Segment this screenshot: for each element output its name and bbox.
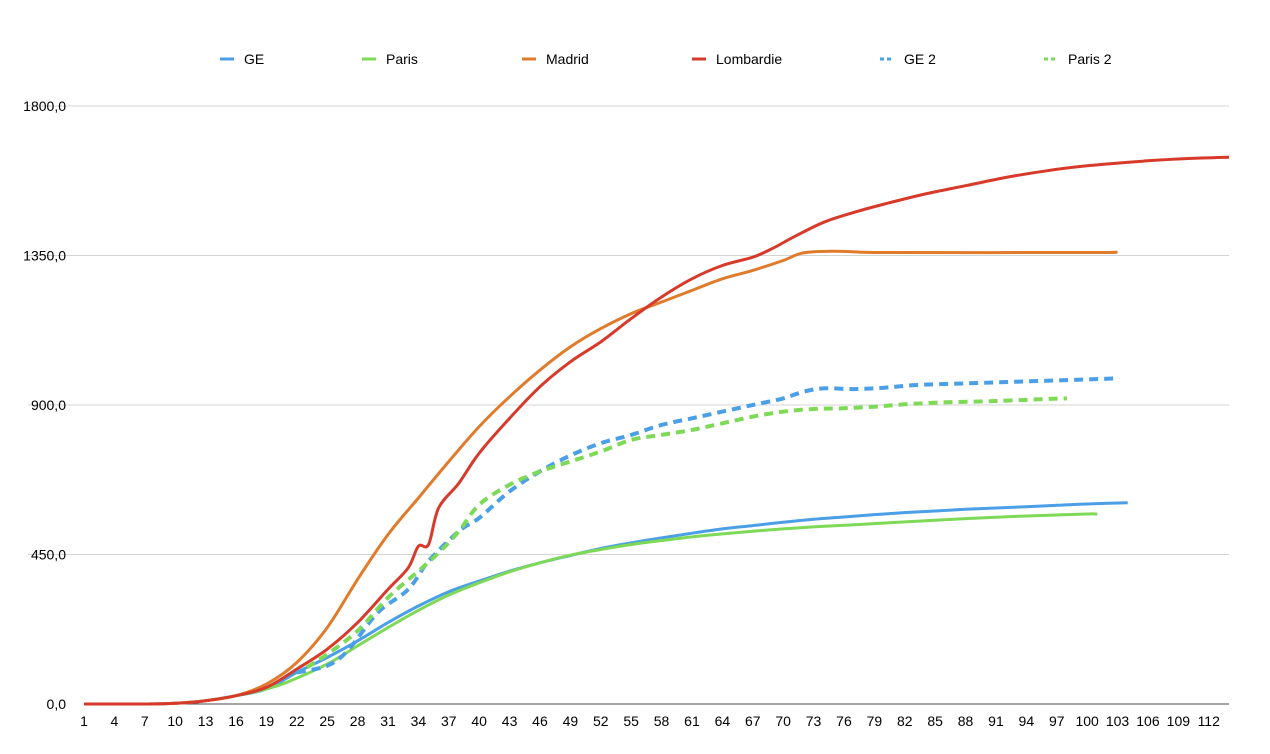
y-tick-label: 0,0 — [47, 696, 67, 712]
x-tick-label: 88 — [958, 713, 974, 729]
chart-series — [83, 155, 1230, 706]
x-tick-label: 76 — [836, 713, 852, 729]
x-tick-label: 67 — [745, 713, 761, 729]
legend-label: Paris 2 — [1068, 51, 1112, 67]
x-tick-label: 70 — [775, 713, 791, 729]
legend-label: GE — [244, 51, 264, 67]
x-tick-label: 94 — [1019, 713, 1035, 729]
series-line-lombardie — [83, 155, 1230, 706]
legend-label: Madrid — [546, 51, 589, 67]
x-tick-label: 112 — [1198, 713, 1221, 729]
legend-label: GE 2 — [904, 51, 936, 67]
series-line-paris — [175, 512, 1098, 705]
series-line-ge-2 — [296, 376, 1118, 675]
x-tick-label: 61 — [684, 713, 700, 729]
x-tick-label: 52 — [593, 713, 609, 729]
x-tick-label: 55 — [623, 713, 639, 729]
y-axis-tick-labels: 0,0 450,0 900,0 1350,0 1800,0 — [23, 98, 66, 712]
x-tick-label: 31 — [380, 713, 396, 729]
x-tick-label: 34 — [411, 713, 427, 729]
x-tick-label: 109 — [1167, 713, 1191, 729]
legend-item-paris-2: Paris 2 — [1044, 51, 1112, 67]
series-line-madrid — [83, 249, 1118, 706]
x-tick-label: 91 — [988, 713, 1004, 729]
legend-item-paris: Paris — [362, 51, 418, 67]
x-tick-label: 79 — [867, 713, 883, 729]
x-tick-label: 25 — [319, 713, 335, 729]
x-tick-label: 49 — [563, 713, 579, 729]
y-tick-label: 1350,0 — [23, 248, 66, 264]
legend-item-ge: GE — [220, 51, 264, 67]
x-tick-label: 40 — [471, 713, 487, 729]
legend-item-madrid: Madrid — [522, 51, 589, 67]
x-tick-label: 37 — [441, 713, 457, 729]
x-tick-label: 106 — [1136, 713, 1160, 729]
x-axis-tick-labels: 1 4 7 10 13 16 19 22 25 28 31 34 37 40 43 46 49 52 55 58 61 6… — [80, 713, 1220, 729]
chart-legend: GE Paris Madrid Lombardie GE 2 Paris 2 — [220, 51, 1112, 67]
x-tick-label: 73 — [806, 713, 822, 729]
x-tick-label: 82 — [897, 713, 913, 729]
x-tick-label: 28 — [350, 713, 366, 729]
legend-item-ge-2: GE 2 — [880, 51, 936, 67]
x-tick-label: 97 — [1049, 713, 1065, 729]
y-tick-label: 1800,0 — [23, 98, 66, 114]
legend-label: Paris — [386, 51, 418, 67]
x-tick-label: 13 — [198, 713, 214, 729]
x-tick-label: 58 — [654, 713, 670, 729]
y-gridlines — [28, 105, 1229, 555]
legend-label: Lombardie — [716, 51, 782, 67]
x-tick-label: 1 — [80, 713, 88, 729]
series-line-paris-2 — [305, 396, 1067, 670]
x-tick-label: 19 — [259, 713, 275, 729]
x-tick-label: 100 — [1075, 713, 1099, 729]
x-tick-label: 103 — [1106, 713, 1130, 729]
y-tick-label: 450,0 — [31, 547, 66, 563]
x-tick-label: 7 — [141, 713, 149, 729]
x-tick-label: 16 — [228, 713, 244, 729]
x-tick-label: 43 — [502, 713, 518, 729]
x-tick-label: 85 — [927, 713, 943, 729]
legend-item-lombardie: Lombardie — [692, 51, 782, 67]
x-tick-label: 22 — [289, 713, 305, 729]
x-tick-label: 4 — [110, 713, 118, 729]
x-tick-label: 10 — [167, 713, 183, 729]
y-tick-label: 900,0 — [31, 397, 66, 413]
x-tick-label: 46 — [532, 713, 548, 729]
x-tick-label: 64 — [715, 713, 731, 729]
series-line-ge — [83, 501, 1128, 706]
